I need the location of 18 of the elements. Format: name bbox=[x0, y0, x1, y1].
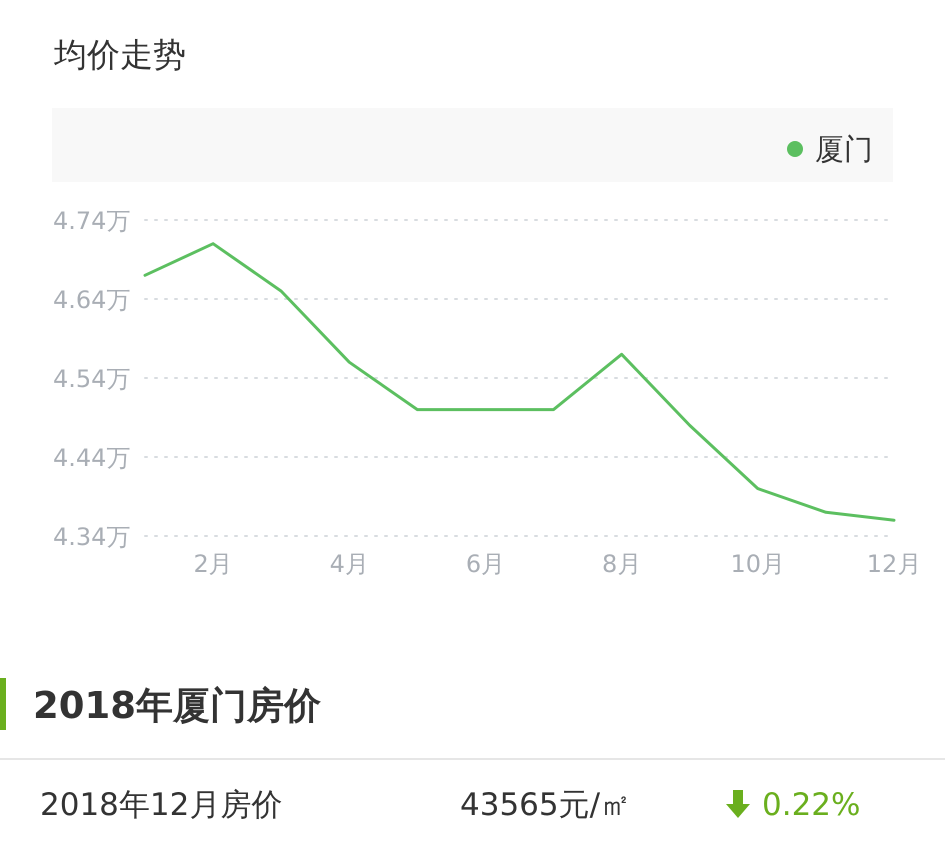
x-tick-label: 10月 bbox=[730, 550, 786, 578]
x-tick-label: 8月 bbox=[602, 550, 642, 578]
y-tick-label: 4.34万 bbox=[53, 523, 130, 551]
x-tick-label: 4月 bbox=[330, 550, 369, 578]
x-tick-label: 12月 bbox=[866, 550, 922, 578]
text: 2018年厦门房价 bbox=[33, 684, 321, 727]
y-tick-label: 4.44万 bbox=[53, 444, 130, 472]
legend: 厦门 bbox=[52, 108, 893, 182]
y-tick-label: 4.54万 bbox=[53, 365, 130, 393]
x-tick-label: 2月 bbox=[193, 550, 233, 578]
y-tick-label: 4.64万 bbox=[53, 286, 130, 314]
chart-title: 均价走势 bbox=[53, 35, 186, 74]
text: 2018年12月房价 bbox=[40, 787, 282, 823]
x-tick-label: 6月 bbox=[466, 550, 506, 578]
legend-label: 厦门 bbox=[815, 132, 873, 166]
y-tick-label: 4.74万 bbox=[53, 207, 130, 235]
text: 0.22% bbox=[762, 787, 860, 823]
text: 43565元/㎡ bbox=[460, 787, 632, 823]
